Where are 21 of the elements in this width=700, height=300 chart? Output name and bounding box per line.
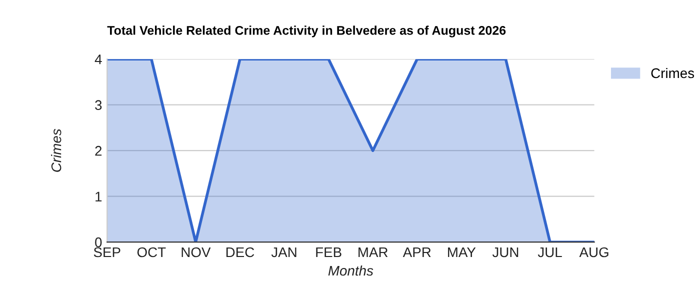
x-tick-label: MAY xyxy=(448,247,476,258)
x-tick-label: JUN xyxy=(492,247,518,258)
x-axis-title: Months xyxy=(328,265,374,276)
x-tick-label: OCT xyxy=(137,247,166,258)
x-tick-label: AUG xyxy=(579,247,608,258)
y-tick-label: 4 xyxy=(94,54,102,64)
x-tick-label: DEC xyxy=(226,247,254,258)
y-tick-label: 1 xyxy=(96,192,102,202)
x-tick-label: NOV xyxy=(182,247,211,258)
y-axis-title: Crimes xyxy=(51,128,62,172)
y-tick-label: 2 xyxy=(95,146,102,156)
x-tick-label: JUL xyxy=(538,247,562,258)
y-tick-label: 0 xyxy=(95,237,102,248)
legend-label: Crimes xyxy=(651,68,694,78)
chart-title: Total Vehicle Related Crime Activity in Belvedere as of August 2026 xyxy=(107,26,506,38)
y-tick-label: 3 xyxy=(95,100,102,110)
x-tick-label: SEP xyxy=(94,247,120,258)
x-tick-label: JAN xyxy=(271,247,296,258)
x-tick-label: FEB xyxy=(316,247,342,258)
x-tick-label: APR xyxy=(402,247,431,258)
x-tick-label: MAR xyxy=(358,247,388,258)
